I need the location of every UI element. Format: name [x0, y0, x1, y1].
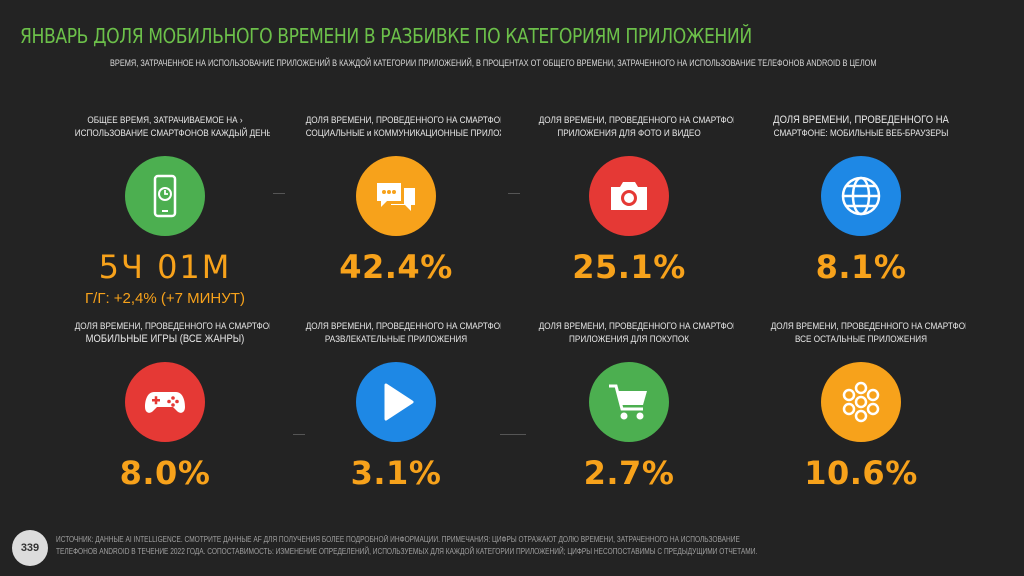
tile-label-line2: ИСПОЛЬЗОВАНИЕ СМАРТФОНОВ КАЖДЫЙ ДЕНЬ: [74, 128, 270, 139]
page-title: ЯНВАРЬ ДОЛЯ МОБИЛЬНОГО ВРЕМЕНИ В РАЗБИВК…: [20, 24, 752, 48]
tile-value: 25.1%: [572, 248, 686, 286]
globe-icon: [821, 156, 901, 236]
gamepad-icon: [125, 362, 205, 442]
page-number-badge: 339: [12, 530, 48, 566]
tile-label-line2: ПРИЛОЖЕНИЯ ДЛЯ ПОКУПОК: [569, 334, 689, 345]
tile-shopping: ДОЛЯ ВРЕМЕНИ, ПРОВЕДЕННОГО НА СМАРТФОНЕ:…: [524, 320, 734, 492]
tile-label-line1: ОБЩЕЕ ВРЕМЯ, ЗАТРАЧИВАЕМОЕ НА ›: [87, 115, 243, 126]
chat-bubbles-icon: [356, 156, 436, 236]
tile-label-line1: ДОЛЯ ВРЕМЕНИ, ПРОВЕДЕННОГО НА СМАРТФОНЕ:: [74, 321, 270, 332]
tile-label-line1: ДОЛЯ ВРЕМЕНИ, ПРОВЕДЕННОГО НА СМАРТФОНЕ:: [770, 321, 966, 332]
tile-photo-video: ДОЛЯ ВРЕМЕНИ, ПРОВЕДЕННОГО НА СМАРТФОНЕ:…: [524, 114, 734, 286]
tile-label-line1: ДОЛЯ ВРЕМЕНИ, ПРОВЕДЕННОГО НА СМАРТФОНЕ:: [305, 321, 501, 332]
footer-note: ИСТОЧНИК: ДАННЫЕ AI INTELLIGENCE. СМОТРИ…: [56, 535, 758, 556]
tile-label-line2: СОЦИАЛЬНЫЕ и КОММУНИКАЦИОННЫЕ ПРИЛОЖЕНИЯ: [305, 128, 501, 139]
tile-label-line2: МОБИЛЬНЫЕ ИГРЫ (ВСЕ ЖАНРЫ): [85, 333, 245, 345]
shopping-cart-icon: [589, 362, 669, 442]
divider-mark: [508, 193, 520, 194]
divider-mark: [500, 434, 526, 435]
tile-label-line2: ПРИЛОЖЕНИЯ ДЛЯ ФОТО И ВИДЕО: [557, 128, 701, 139]
tile-entertainment: ДОЛЯ ВРЕМЕНИ, ПРОВЕДЕННОГО НА СМАРТФОНЕ:…: [291, 320, 501, 492]
smartphone-clock-icon: [125, 156, 205, 236]
tile-label-line2: СМАРТФОНЕ: МОБИЛЬНЫЕ ВЕБ-БРАУЗЕРЫ: [773, 128, 949, 139]
tile-other-apps: ДОЛЯ ВРЕМЕНИ, ПРОВЕДЕННОГО НА СМАРТФОНЕ:…: [756, 320, 966, 492]
tile-label-line1: ДОЛЯ ВРЕМЕНИ, ПРОВЕДЕННОГО НА СМАРТФОНЕ:: [538, 115, 734, 126]
tile-value: 10.6%: [804, 454, 918, 492]
divider-mark: [273, 193, 285, 194]
tile-label-line2: ВСЕ ОСТАЛЬНЫЕ ПРИЛОЖЕНИЯ: [794, 334, 928, 345]
play-icon: [356, 362, 436, 442]
tile-mobile-games: ДОЛЯ ВРЕМЕНИ, ПРОВЕДЕННОГО НА СМАРТФОНЕ:…: [60, 320, 270, 492]
tile-value: 8.0%: [119, 454, 211, 492]
tile-label-line2: РАЗВЛЕКАТЕЛЬНЫЕ ПРИЛОЖЕНИЯ: [324, 334, 468, 345]
tile-value: 3.1%: [350, 454, 442, 492]
divider-mark: [293, 434, 305, 435]
tile-value: 42.4%: [339, 248, 453, 286]
tile-value: 5Ч 01М: [98, 248, 232, 286]
tile-social-apps: ДОЛЯ ВРЕМЕНИ, ПРОВЕДЕННОГО НА СМАРТФОНЕ:…: [291, 114, 501, 286]
tile-value: 2.7%: [583, 454, 675, 492]
tile-web-browsers: ДОЛЯ ВРЕМЕНИ, ПРОВЕДЕННОГО НА СМАРТФОНЕ:…: [756, 114, 966, 286]
tile-value: 8.1%: [815, 248, 907, 286]
tile-label-line1: ДОЛЯ ВРЕМЕНИ, ПРОВЕДЕННОГО НА: [773, 114, 949, 126]
page-subtitle: ВРЕМЯ, ЗАТРАЧЕННОЕ НА ИСПОЛЬЗОВАНИЕ ПРИЛ…: [110, 58, 877, 68]
tile-label-line1: ДОЛЯ ВРЕМЕНИ, ПРОВЕДЕННОГО НА СМАРТФОНЕ:: [538, 321, 734, 332]
tile-label-line1: ДОЛЯ ВРЕМЕНИ, ПРОВЕДЕННОГО НА СМАРТФОНЕ:: [305, 115, 501, 126]
camera-icon: [589, 156, 669, 236]
tile-total-time: ОБЩЕЕ ВРЕМЯ, ЗАТРАЧИВАЕМОЕ НА › ИСПОЛЬЗО…: [60, 114, 270, 307]
tile-yoy-change: Г/Г: +2,4% (+7 МИНУТ): [85, 290, 245, 307]
other-apps-icon: [821, 362, 901, 442]
